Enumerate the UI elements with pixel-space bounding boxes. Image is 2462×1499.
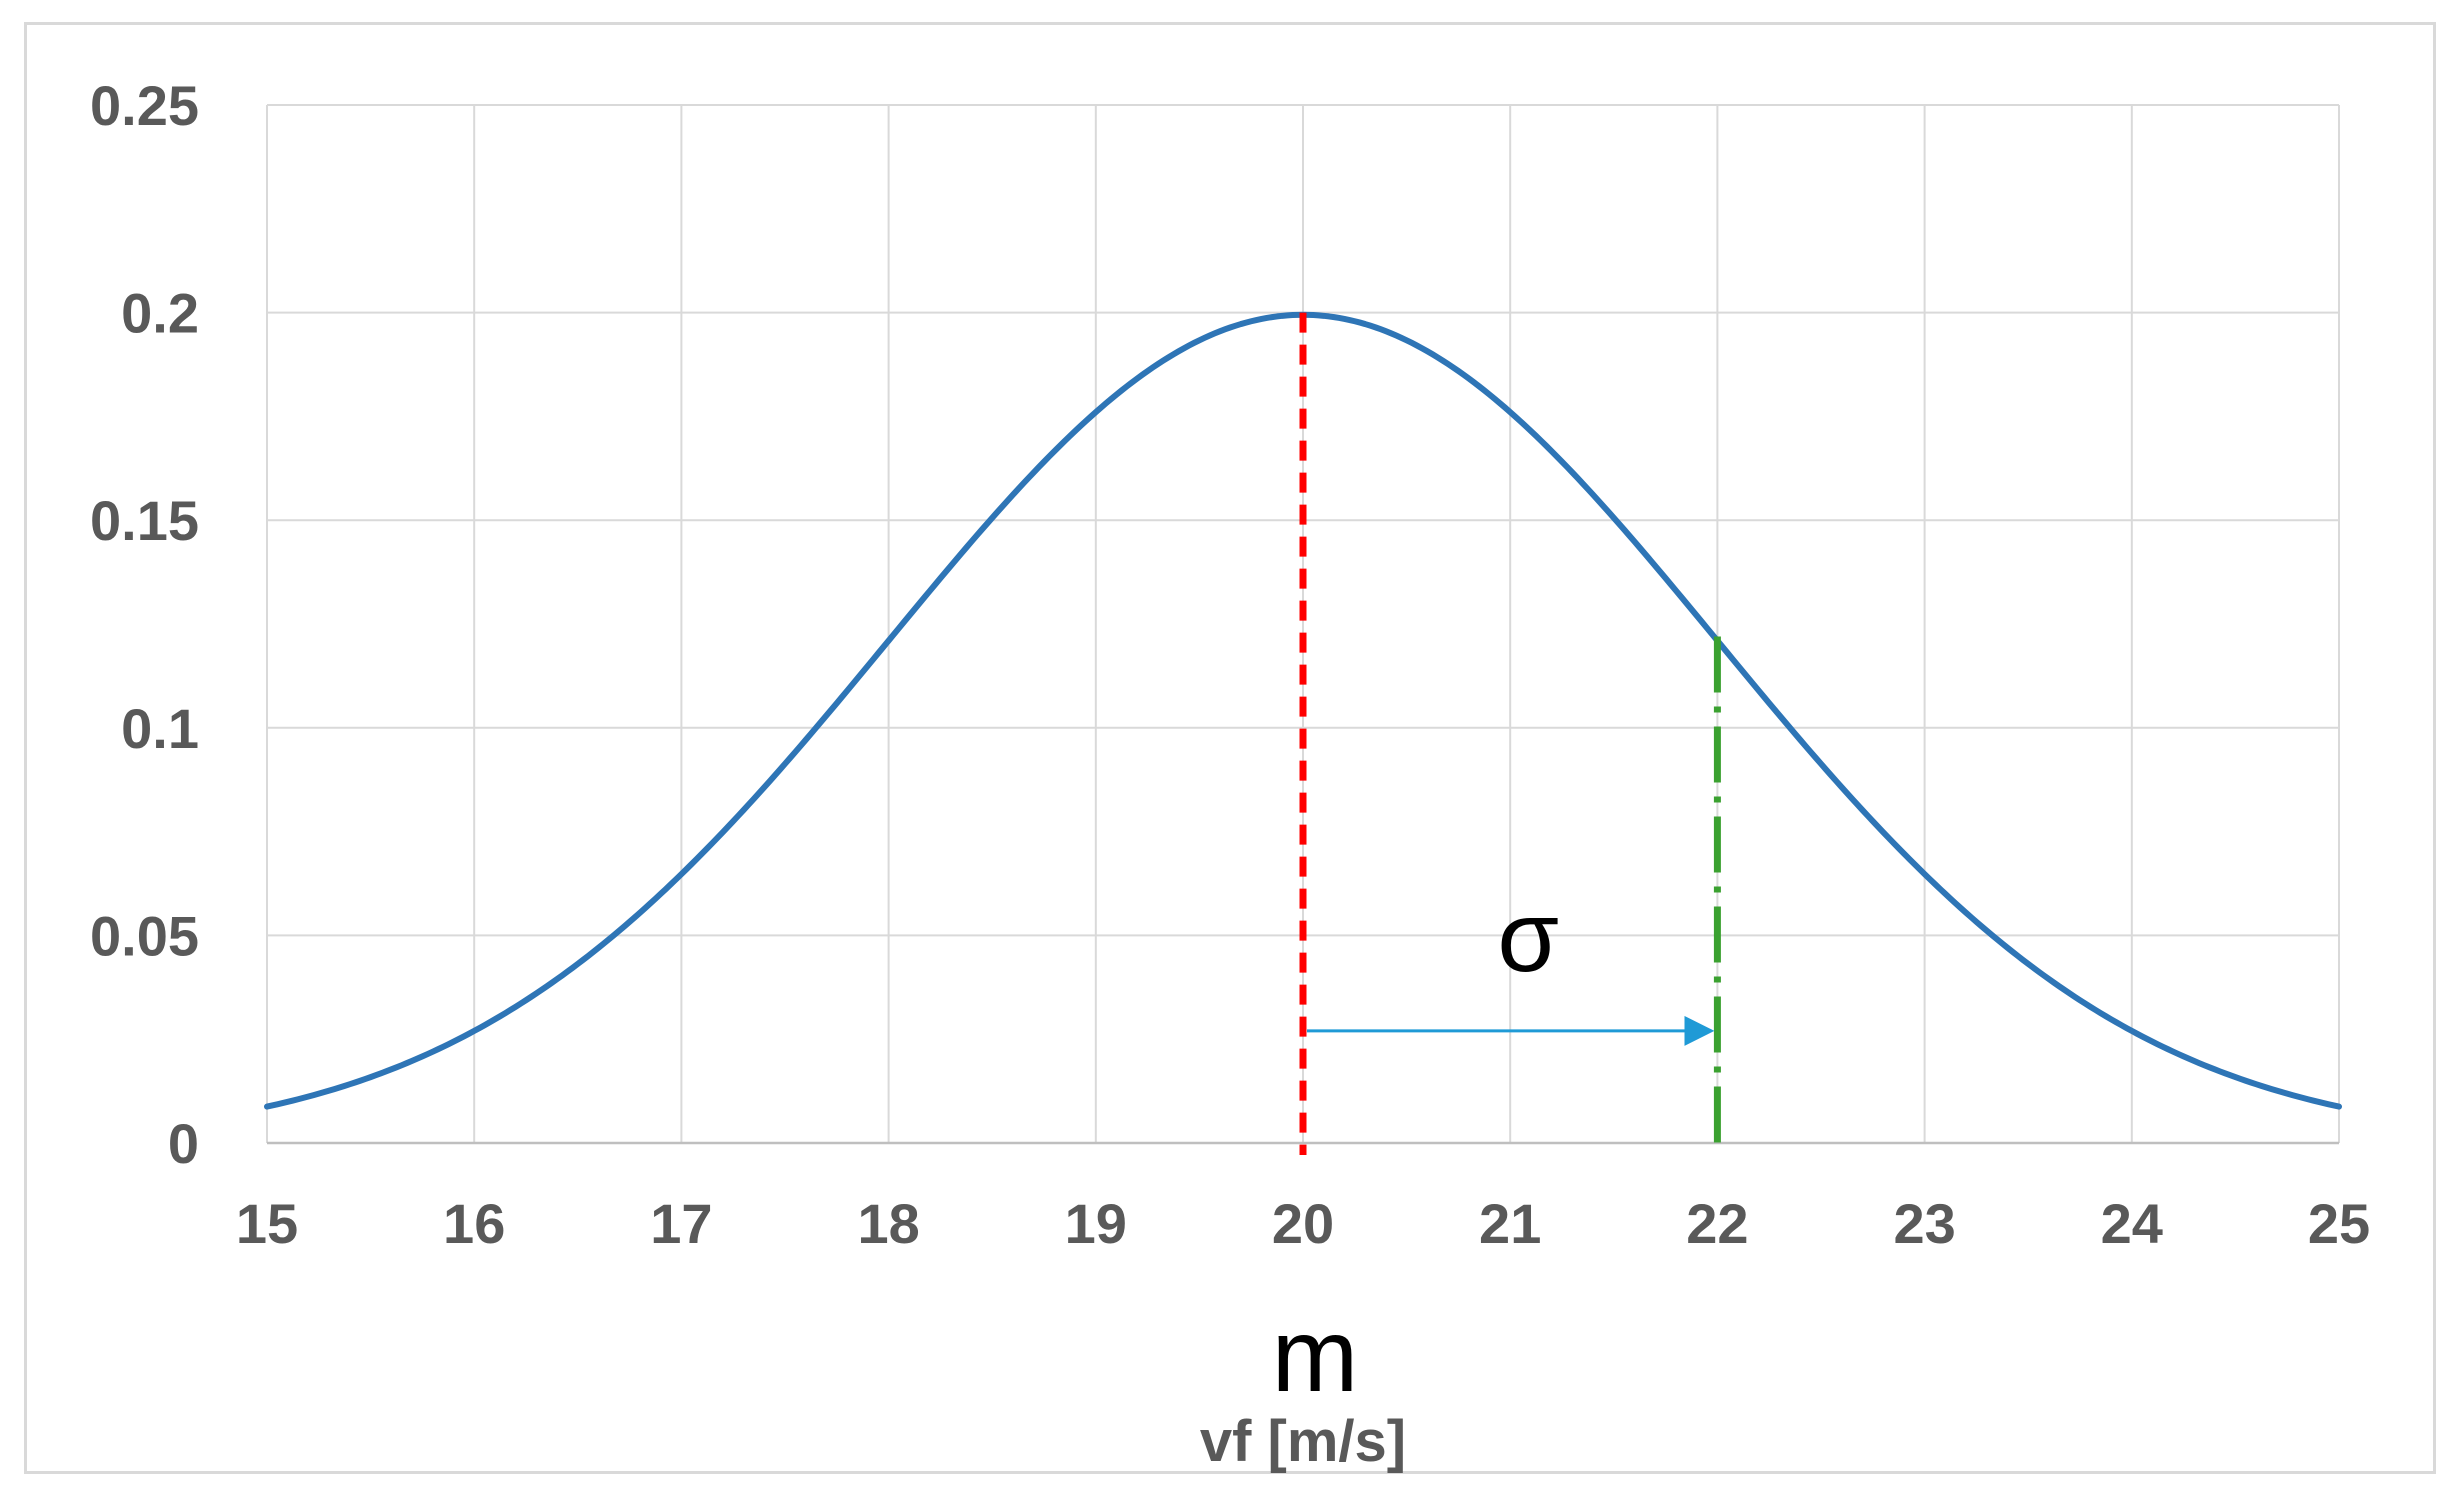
x-axis-title: vf [m/s] xyxy=(1200,1409,1406,1474)
y-tick-label: 0.2 xyxy=(121,282,199,345)
x-tick-label: 18 xyxy=(857,1192,919,1255)
x-tick-label: 15 xyxy=(236,1192,298,1255)
x-tick-label: 17 xyxy=(650,1192,712,1255)
x-tick-label: 23 xyxy=(1893,1192,1955,1255)
x-tick-label: 20 xyxy=(1272,1192,1334,1255)
x-tick-label: 19 xyxy=(1065,1192,1127,1255)
sigma-label: σ xyxy=(1497,881,1559,993)
x-tick-label: 21 xyxy=(1479,1192,1541,1255)
y-tick-label: 0.05 xyxy=(90,904,199,967)
x-tick-label: 22 xyxy=(1686,1192,1748,1255)
chart-frame: 15 16 17 18 19 20 21 22 23 24 25 0 0.05 0.1 0.15 0.2 0.2… xyxy=(24,22,2436,1474)
normal-distribution-chart: 15 16 17 18 19 20 21 22 23 24 25 0 0.05 0.1 0.15 0.2 0.2… xyxy=(90,74,2370,1474)
y-tick-label: 0.1 xyxy=(121,697,199,760)
annotations xyxy=(1299,312,1721,1155)
x-tick-label: 25 xyxy=(2308,1192,2370,1255)
y-tick-label: 0.15 xyxy=(90,489,199,552)
y-tick-label: 0 xyxy=(168,1112,199,1175)
y-tick-label: 0.25 xyxy=(90,74,199,137)
x-tick-label: 16 xyxy=(443,1192,505,1255)
axes: 15 16 17 18 19 20 21 22 23 24 25 0 0.05 0.1 0.15 0.2 0.2… xyxy=(90,74,2370,1255)
x-tick-label: 24 xyxy=(2101,1192,2163,1255)
mean-label: m xyxy=(1272,1298,1359,1414)
